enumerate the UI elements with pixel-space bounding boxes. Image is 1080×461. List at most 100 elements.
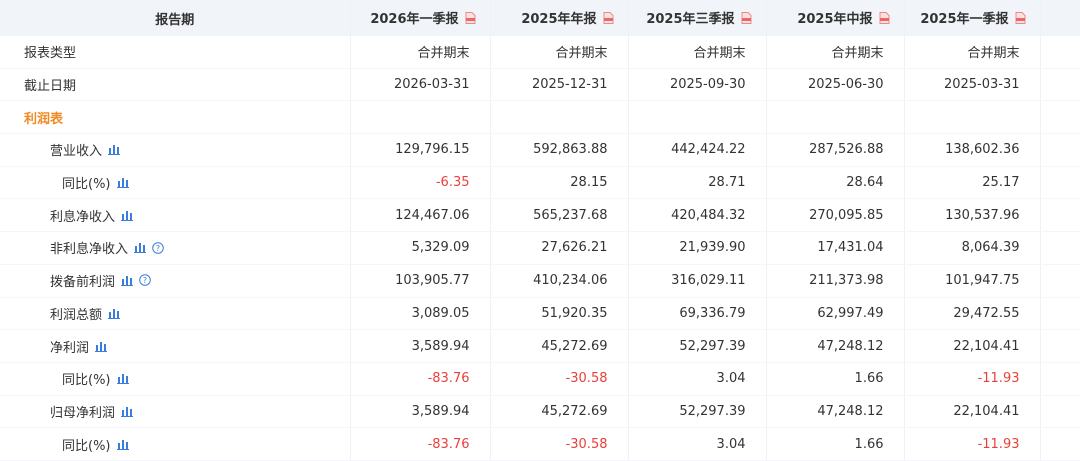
value-cell: 21,939.90	[628, 231, 767, 265]
row-label: 同比(%)	[0, 166, 351, 200]
pdf-icon[interactable]	[741, 11, 752, 28]
chart-icon-graphic	[121, 210, 134, 221]
period-header[interactable]: 2025年年报	[490, 0, 629, 36]
value-cell: 合并期末	[628, 36, 767, 69]
value-cell: 270,095.85	[766, 198, 905, 233]
pdf-icon[interactable]	[465, 11, 476, 28]
table-row: 利润表	[0, 100, 1080, 135]
value-cell: 3,589.94	[350, 329, 491, 363]
label-text: 同比(%)	[62, 177, 111, 193]
row-label: 归母净利润	[0, 395, 351, 429]
value-cell: 3.04	[628, 362, 767, 396]
label-header: 报告期	[0, 0, 351, 36]
period-header[interactable]: 2025年三季报	[628, 0, 767, 36]
pdf-icon[interactable]	[1015, 11, 1026, 28]
label-text: 营业收入	[50, 144, 103, 160]
value-cell: -11.93	[904, 362, 1041, 396]
value-cell: 28.71	[628, 166, 767, 200]
value-cell: 287,526.88	[766, 133, 905, 167]
value-cell: 2025-09-30	[628, 68, 767, 102]
chart-icon[interactable]	[116, 373, 129, 388]
value-cell: 2026-03-31	[350, 68, 491, 102]
chart-icon[interactable]	[108, 308, 121, 323]
pdf-icon[interactable]	[603, 11, 614, 28]
period-header[interactable]: 2025年中报	[766, 0, 905, 36]
header-text: 2026年一季报	[370, 12, 459, 28]
value-cell: 103,905.77	[350, 264, 491, 298]
svg-text:?: ?	[143, 276, 147, 285]
value-cell: 28.64	[766, 166, 905, 200]
value-cell: 45,272.69	[490, 395, 629, 429]
value-cell: -83.76	[350, 362, 491, 396]
value-cell: 5,329.09	[350, 231, 491, 265]
table-row: 非利息净收入? 5,329.09 27,626.21 21,939.90 17,431.…	[0, 231, 1080, 265]
value-cell: 52,297.39	[628, 395, 767, 429]
row-label: 同比(%)	[0, 362, 351, 396]
help-icon[interactable]: ?	[152, 241, 164, 258]
chart-icon[interactable]	[121, 275, 134, 290]
chart-icon[interactable]	[116, 177, 129, 192]
spacer-cell	[1040, 198, 1080, 233]
row-label: 营业收入	[0, 133, 351, 167]
chart-icon[interactable]	[108, 144, 121, 159]
pdf-icon-graphic	[879, 11, 889, 24]
value-cell: 合并期末	[904, 36, 1041, 69]
value-cell: 29,472.55	[904, 297, 1041, 331]
header-text: 2025年三季报	[646, 12, 735, 28]
value-cell: -30.58	[490, 362, 629, 396]
value-cell: 211,373.98	[766, 264, 905, 298]
header-text: 报告期	[155, 12, 195, 28]
help-icon[interactable]: ?	[139, 274, 151, 290]
header-row: 报告期 2026年一季报 2025年年报 2025年三季报 2025年中报 2025年一季…	[0, 0, 1080, 36]
value-cell: 130,537.96	[904, 198, 1041, 233]
chart-icon[interactable]	[134, 242, 147, 257]
row-label: 利润总额	[0, 297, 351, 331]
value-cell: 1.66	[766, 362, 905, 396]
chart-icon[interactable]	[121, 210, 134, 225]
value-cell: 1.66	[766, 427, 905, 461]
table-row: 归母净利润 3,589.94 45,272.69 52,297.39 47,248.12…	[0, 395, 1080, 429]
value-cell: 合并期末	[350, 36, 491, 69]
chart-icon[interactable]	[116, 439, 129, 454]
value-cell: 3,089.05	[350, 297, 491, 331]
chart-icon-graphic	[121, 275, 134, 286]
value-cell: 合并期末	[490, 36, 629, 69]
pdf-icon-graphic	[603, 11, 613, 24]
chart-icon-graphic	[116, 439, 129, 450]
value-cell: 28.15	[490, 166, 629, 200]
table-body: 报表类型 合并期末 合并期末 合并期末 合并期末 合并期末 截止日期 2026-03-31 20…	[0, 36, 1080, 461]
value-cell: 138,602.36	[904, 133, 1041, 167]
value-cell	[904, 100, 1041, 135]
table-row: 同比(%) -83.76 -30.58 3.04 1.66 -11.93	[0, 427, 1080, 461]
pdf-icon[interactable]	[879, 11, 890, 28]
label-text: 利息净收入	[50, 209, 116, 225]
value-cell: 22,104.41	[904, 395, 1041, 429]
row-label: 同比(%)	[0, 427, 351, 461]
chart-icon-graphic	[121, 406, 134, 417]
value-cell: 2025-12-31	[490, 68, 629, 102]
label-text: 截止日期	[24, 79, 77, 95]
label-text: 净利润	[50, 340, 90, 356]
row-label: 报表类型	[0, 36, 351, 69]
spacer-cell	[1040, 362, 1080, 396]
label-text: 归母净利润	[50, 405, 116, 421]
table-row: 利润总额 3,089.05 51,920.35 69,336.79 62,997.49 2…	[0, 297, 1080, 331]
spacer-cell	[1040, 297, 1080, 331]
period-header[interactable]: 2025年一季报	[904, 0, 1041, 36]
spacer-cell	[1040, 36, 1080, 69]
chart-icon[interactable]	[121, 406, 134, 421]
period-header[interactable]: 2026年一季报	[350, 0, 491, 36]
pdf-icon-graphic	[465, 11, 475, 24]
value-cell: 565,237.68	[490, 198, 629, 233]
row-label: 拨备前利润?	[0, 264, 351, 298]
label-text: 拨备前利润	[50, 274, 116, 290]
table-row: 截止日期 2026-03-31 2025-12-31 2025-09-30 2025-0…	[0, 68, 1080, 102]
chart-icon-graphic	[116, 374, 129, 385]
value-cell: 129,796.15	[350, 133, 491, 167]
chart-icon[interactable]	[95, 341, 108, 356]
value-cell: 合并期末	[766, 36, 905, 69]
label-text: 报表类型	[24, 46, 77, 62]
row-label: 利息净收入	[0, 198, 351, 233]
value-cell: 3,589.94	[350, 395, 491, 429]
